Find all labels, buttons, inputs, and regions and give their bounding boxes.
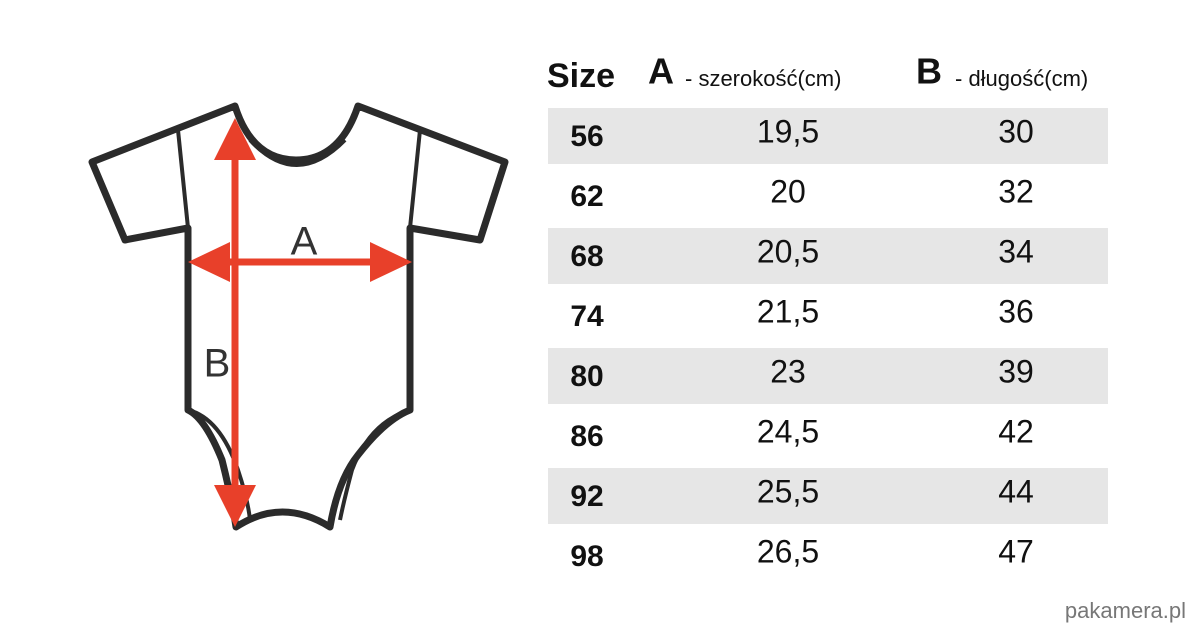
size-cell: 74 <box>570 300 604 333</box>
header-cell: - długość(cm) <box>955 66 1088 91</box>
table: 56 19,5 30 62 20 32 68 20,5 34 74 21,5 36 80 23 39 86 24… <box>548 108 1108 573</box>
header-cell: A <box>648 51 674 92</box>
value-cell: 20 <box>770 173 806 209</box>
size-cell: 86 <box>570 420 603 453</box>
value-cell: 44 <box>998 473 1034 509</box>
size-cell: 80 <box>570 360 603 393</box>
value-cell: 25,5 <box>757 473 819 509</box>
row-shade <box>548 228 1108 284</box>
value-cell: 36 <box>998 293 1034 329</box>
arrow-head <box>214 118 256 160</box>
value-cell: 30 <box>998 113 1034 149</box>
value-cell: 23 <box>770 353 806 389</box>
value-cell: 19,5 <box>757 113 819 149</box>
value-cell: 21,5 <box>757 293 819 329</box>
value-cell: 47 <box>998 533 1034 569</box>
size-cell: 98 <box>570 540 603 573</box>
value-cell: 39 <box>998 353 1034 389</box>
value-cell: 26,5 <box>757 533 819 569</box>
row-shade <box>548 348 1108 404</box>
header-cell: B <box>916 51 942 92</box>
header-cell: Size <box>547 57 615 95</box>
row-shade <box>548 108 1108 164</box>
size-cell: 56 <box>570 120 603 153</box>
value-cell: 34 <box>998 233 1034 269</box>
watermark: pakamera.pl <box>1065 598 1186 623</box>
arrow-head <box>188 242 230 282</box>
bodysuit-drawing <box>88 102 509 531</box>
size-cell: 68 <box>570 240 603 273</box>
size-cell: 62 <box>570 180 603 213</box>
header-cell: - szerokość(cm) <box>685 66 841 91</box>
value-cell: 32 <box>998 173 1034 209</box>
measure-arrows <box>188 118 412 527</box>
arrow-head <box>214 485 256 527</box>
diagram-label: A <box>291 220 318 264</box>
value-cell: 42 <box>998 413 1034 449</box>
value-cell: 24,5 <box>757 413 819 449</box>
diagram-label: B <box>204 342 231 386</box>
size-cell: 92 <box>570 480 603 513</box>
value-cell: 20,5 <box>757 233 819 269</box>
row-shade <box>548 468 1108 524</box>
arrow-head <box>370 242 412 282</box>
